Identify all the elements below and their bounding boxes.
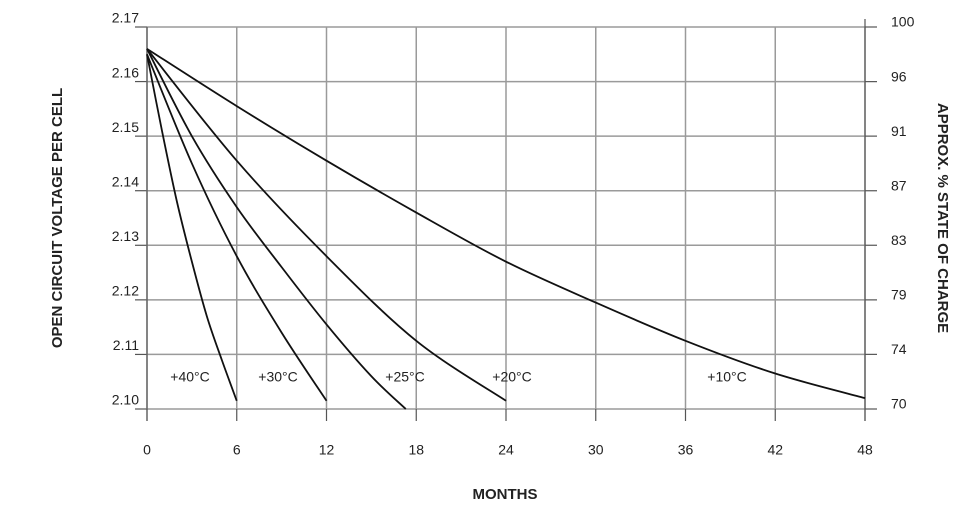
x-tick-label: 36 <box>678 442 694 458</box>
x-tick-label: 30 <box>588 442 604 458</box>
x-tick-label: 6 <box>233 442 241 458</box>
y-tick-label: 2.17 <box>112 10 139 26</box>
y2-tick-label: 74 <box>891 341 907 357</box>
y2-tick-label: 87 <box>891 177 907 193</box>
curve-label: +30°C <box>258 369 297 385</box>
curve <box>146 54 238 402</box>
x-tick-label: 0 <box>143 442 151 458</box>
curve-label: +10°C <box>707 369 746 385</box>
curve <box>146 48 507 402</box>
y-tick-label: 2.15 <box>112 119 139 135</box>
y-axis-title: OPEN CIRCUIT VOLTAGE PER CELL <box>49 88 66 348</box>
curve <box>146 48 866 399</box>
y-tick-label: 2.14 <box>112 173 139 189</box>
x-tick-label: 48 <box>857 442 873 458</box>
y2-tick-label: 91 <box>891 123 907 139</box>
curve-label: +20°C <box>492 369 531 385</box>
x-tick-label: 18 <box>408 442 424 458</box>
x-tick-label: 24 <box>498 442 514 458</box>
curve-label: +25°C <box>385 369 424 385</box>
x-tick-label: 42 <box>767 442 783 458</box>
curve <box>146 48 407 410</box>
y2-tick-label: 96 <box>891 68 907 84</box>
y2-tick-label: 70 <box>891 396 907 412</box>
y2-tick-label: 79 <box>891 287 907 303</box>
curve <box>146 53 328 402</box>
y-tick-label: 2.12 <box>112 283 139 299</box>
y2-axis-title: APPROX. % STATE OF CHARGE <box>934 103 951 333</box>
x-tick-label: 12 <box>319 442 335 458</box>
curve-label: +40°C <box>170 369 209 385</box>
y-tick-label: 2.16 <box>112 64 139 80</box>
y-tick-label: 2.13 <box>112 228 139 244</box>
y-tick-label: 2.11 <box>113 337 139 353</box>
y2-tick-label: 83 <box>891 232 907 248</box>
y2-tick-label: 100 <box>891 14 915 30</box>
y-tick-label: 2.10 <box>112 392 139 408</box>
x-axis-title: MONTHS <box>473 486 538 503</box>
